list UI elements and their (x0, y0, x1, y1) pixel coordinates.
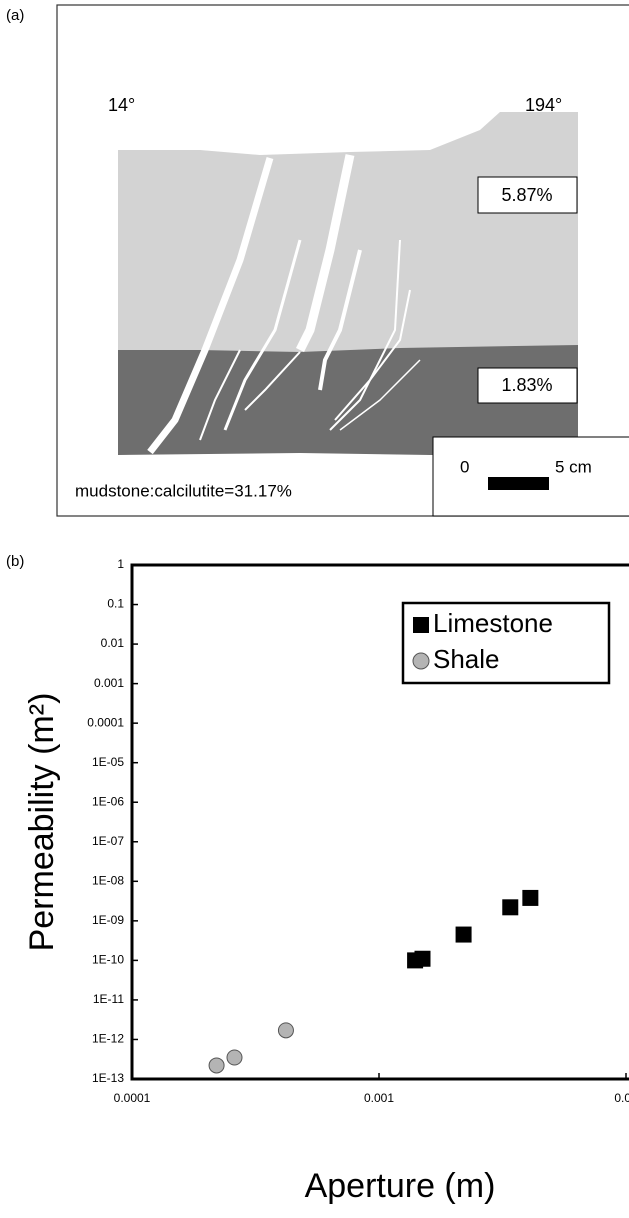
scale-bar (488, 477, 549, 490)
scale-end: 5 cm (555, 457, 592, 476)
x-tick-label: 0.001 (364, 1091, 394, 1105)
legend-marker (413, 617, 429, 633)
panel-label: (a) (6, 7, 24, 24)
point (209, 1058, 224, 1073)
legend-label: Shale (433, 644, 500, 674)
upper-value: 5.87% (501, 185, 552, 205)
point (414, 951, 430, 967)
y-tick-label: 1E-08 (92, 873, 124, 887)
x-tick-label: 0.0001 (114, 1091, 151, 1105)
point (522, 890, 538, 906)
point (227, 1050, 242, 1065)
y-tick-label: 1E-07 (92, 834, 124, 848)
y-tick-label: 0.01 (101, 636, 125, 650)
y-tick-label: 1E-09 (92, 913, 124, 927)
point (502, 899, 518, 915)
y-tick-label: 0.001 (94, 676, 124, 690)
y-tick-label: 1E-05 (92, 755, 124, 769)
lower-value: 1.83% (501, 375, 552, 395)
x-axis-title: Aperture (m) (305, 1167, 496, 1205)
y-tick-label: 0.0001 (87, 715, 124, 729)
figure: (a) 14° 194° 5.87% 1.83% mudstone:calcil… (0, 0, 629, 1218)
y-tick-label: 1 (117, 557, 124, 571)
right-angle: 194° (525, 95, 562, 115)
point (456, 927, 472, 943)
y-tick-label: 1E-06 (92, 794, 124, 808)
legend-label: Limestone (433, 608, 553, 638)
upper-layer (118, 112, 578, 352)
legend-marker (413, 653, 429, 669)
point (278, 1023, 293, 1038)
y-tick-label: 1E-13 (92, 1071, 124, 1085)
y-tick-label: 1E-11 (93, 992, 124, 1006)
y-tick-label: 0.1 (107, 597, 124, 611)
left-angle: 14° (108, 95, 135, 115)
y-tick-label: 1E-12 (92, 1032, 124, 1046)
panel-label: (b) (6, 553, 24, 570)
y-tick-label: 1E-10 (92, 953, 124, 967)
scale-start: 0 (460, 457, 469, 476)
x-tick-label: 0.01 (614, 1091, 629, 1105)
scale-box (433, 437, 629, 516)
y-axis-title: Permeability (m²) (23, 693, 61, 952)
ratio-text: mudstone:calcilutite=31.17% (75, 481, 292, 500)
